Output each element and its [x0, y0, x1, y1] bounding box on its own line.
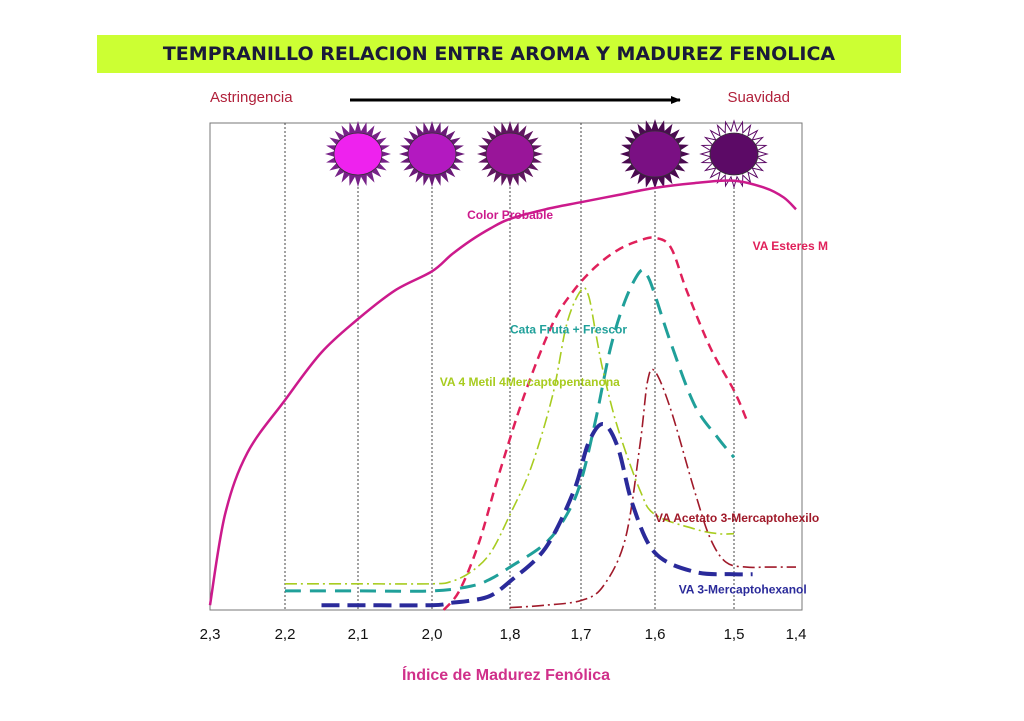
series-line-1	[442, 236, 748, 611]
x-axis-label: Índice de Madurez Fenólica	[402, 665, 610, 684]
grid-lines	[284, 123, 735, 610]
x-tick-label: 1,6	[645, 626, 666, 643]
x-tick-label: 2,2	[275, 626, 296, 643]
x-tick-labels: 2,3 2,2 2,1 2,0 1,8 1,7 1,6 1,5 1,4	[200, 626, 807, 643]
series-label: VA Esteres M	[753, 239, 828, 253]
suavidad-label: Suavidad	[727, 89, 790, 106]
series-label: Color Probable	[467, 208, 553, 222]
color-swatches	[325, 119, 769, 189]
x-tick-label: 1,8	[500, 626, 521, 643]
chart-title: TEMPRANILLO RELACION ENTRE AROMA Y MADUR…	[162, 43, 836, 65]
series-line-4	[509, 368, 796, 609]
series-label: VA Acetato 3-Mercaptohexilo	[655, 511, 819, 525]
color-swatch	[709, 132, 759, 176]
x-tick-label: 2,0	[422, 626, 443, 643]
color-swatch	[485, 132, 535, 176]
astringencia-label: Astringencia	[210, 89, 293, 106]
series-lines	[208, 179, 797, 611]
color-swatch	[407, 132, 457, 176]
series-label: Cata Fruta + Frescor	[510, 322, 627, 336]
x-tick-label: 2,3	[200, 626, 221, 643]
x-tick-label: 1,4	[786, 626, 807, 643]
plot-frame	[209, 122, 803, 611]
x-tick-label: 2,1	[348, 626, 369, 643]
data-labels: Color Probable VA Esteres M Cata Fruta + F…	[440, 208, 828, 596]
series-line-2	[284, 268, 736, 593]
color-swatch	[628, 130, 682, 178]
series-line-3	[285, 287, 735, 585]
x-tick-label: 1,5	[724, 626, 745, 643]
x-tick-label: 1,7	[571, 626, 592, 643]
series-line-0	[208, 179, 797, 606]
series-label: VA 3-Mercaptohexanol	[679, 582, 807, 596]
series-line-5	[321, 422, 753, 608]
title-banner: TEMPRANILLO RELACION ENTRE AROMA Y MADUR…	[97, 35, 901, 73]
color-swatch	[333, 132, 383, 176]
series-label: VA 4 Metil 4Mercaptopentanona	[440, 375, 620, 389]
